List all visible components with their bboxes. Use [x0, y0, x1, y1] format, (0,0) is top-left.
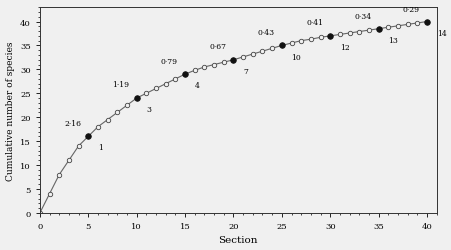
- Text: 0·67: 0·67: [209, 43, 226, 51]
- Text: 12: 12: [339, 44, 349, 52]
- X-axis label: Section: Section: [218, 236, 258, 244]
- Text: 0·41: 0·41: [305, 19, 322, 27]
- Text: 3: 3: [146, 106, 151, 114]
- Text: 10: 10: [291, 54, 301, 61]
- Text: 0·34: 0·34: [354, 13, 371, 21]
- Text: 0·79: 0·79: [161, 57, 178, 65]
- Text: 13: 13: [387, 37, 397, 45]
- Text: 2·16: 2·16: [64, 119, 81, 127]
- Text: 0·43: 0·43: [257, 29, 274, 37]
- Text: 4: 4: [194, 82, 199, 90]
- Text: 7: 7: [243, 68, 248, 76]
- Text: 1·19: 1·19: [112, 81, 129, 89]
- Y-axis label: Cumulative number of species: Cumulative number of species: [5, 41, 14, 180]
- Text: 1: 1: [98, 144, 103, 152]
- Text: 14: 14: [436, 30, 446, 38]
- Text: 0·29: 0·29: [402, 6, 419, 14]
